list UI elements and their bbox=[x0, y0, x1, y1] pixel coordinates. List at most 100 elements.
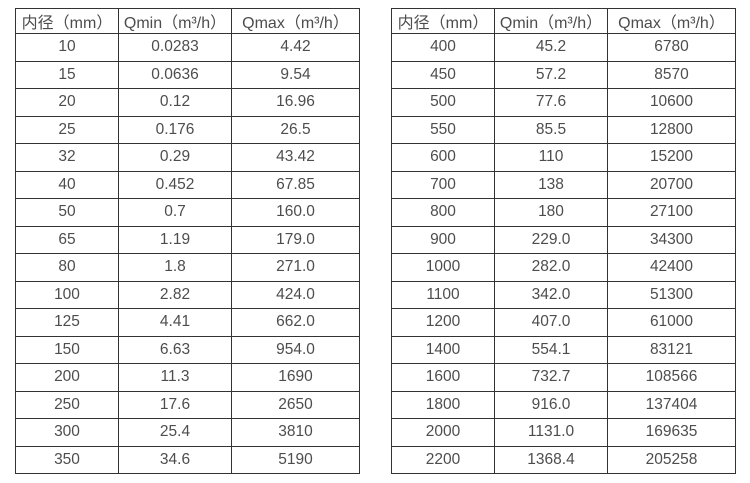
table-cell: 250 bbox=[15, 390, 119, 419]
header-qmin: Qmin（m³/h） bbox=[494, 8, 608, 34]
table-cell: 20700 bbox=[607, 170, 736, 199]
table-cell: 26.5 bbox=[231, 115, 360, 144]
table-cell: 108566 bbox=[607, 363, 736, 392]
table-cell: 1800 bbox=[391, 390, 495, 419]
table-cell: 0.452 bbox=[118, 170, 232, 199]
table-cell: 10600 bbox=[607, 88, 736, 117]
table-cell: 1690 bbox=[231, 363, 360, 392]
table-cell: 0.176 bbox=[118, 115, 232, 144]
table-cell: 40 bbox=[15, 170, 119, 199]
table-row: 32 0.29 43.42 bbox=[15, 143, 360, 172]
table-cell: 110 bbox=[494, 143, 608, 172]
table-row: 1600 732.7 108566 bbox=[391, 363, 736, 392]
table-cell: 65 bbox=[15, 225, 119, 254]
table-cell: 179.0 bbox=[231, 225, 360, 254]
table-cell: 32 bbox=[15, 143, 119, 172]
table-row: 250 17.6 2650 bbox=[15, 390, 360, 419]
table-cell: 85.5 bbox=[494, 115, 608, 144]
table-cell: 20 bbox=[15, 88, 119, 117]
table-cell: 4.41 bbox=[118, 308, 232, 337]
table-cell: 6780 bbox=[607, 33, 736, 62]
table-row: 550 85.5 12800 bbox=[391, 115, 736, 144]
table-row: 25 0.176 26.5 bbox=[15, 115, 360, 144]
table-cell: 5190 bbox=[231, 445, 360, 474]
table-cell: 11.3 bbox=[118, 363, 232, 392]
table-row: 800 180 27100 bbox=[391, 198, 736, 227]
table-row: 1100 342.0 51300 bbox=[391, 280, 736, 309]
table-cell: 229.0 bbox=[494, 225, 608, 254]
table-cell: 450 bbox=[391, 60, 495, 89]
table-cell: 50 bbox=[15, 198, 119, 227]
header-inner-diameter: 内径（mm） bbox=[391, 8, 495, 34]
table-row: 65 1.19 179.0 bbox=[15, 225, 360, 254]
table-cell: 27100 bbox=[607, 198, 736, 227]
table-cell: 125 bbox=[15, 308, 119, 337]
table-cell: 61000 bbox=[607, 308, 736, 337]
table-cell: 271.0 bbox=[231, 253, 360, 282]
table-cell: 900 bbox=[391, 225, 495, 254]
flow-table-large-diameters: 内径（mm） Qmin（m³/h） Qmax（m³/h） 400 45.2 6780… bbox=[391, 8, 736, 474]
table-cell: 1.8 bbox=[118, 253, 232, 282]
header-row: 内径（mm） Qmin（m³/h） Qmax（m³/h） bbox=[391, 8, 736, 34]
table-cell: 205258 bbox=[607, 445, 736, 474]
table-cell: 342.0 bbox=[494, 280, 608, 309]
table-cell: 554.1 bbox=[494, 335, 608, 364]
table-cell: 1400 bbox=[391, 335, 495, 364]
table-cell: 700 bbox=[391, 170, 495, 199]
table-cell: 916.0 bbox=[494, 390, 608, 419]
table-row: 80 1.8 271.0 bbox=[15, 253, 360, 282]
table-row: 15 0.0636 9.54 bbox=[15, 60, 360, 89]
table-cell: 8570 bbox=[607, 60, 736, 89]
table-row: 600 110 15200 bbox=[391, 143, 736, 172]
table-row: 50 0.7 160.0 bbox=[15, 198, 360, 227]
table-cell: 15200 bbox=[607, 143, 736, 172]
table-cell: 1.19 bbox=[118, 225, 232, 254]
table-cell: 0.12 bbox=[118, 88, 232, 117]
table-row: 20 0.12 16.96 bbox=[15, 88, 360, 117]
table-cell: 400 bbox=[391, 33, 495, 62]
table-cell: 282.0 bbox=[494, 253, 608, 282]
table-cell: 350 bbox=[15, 445, 119, 474]
table-cell: 0.29 bbox=[118, 143, 232, 172]
table-body: 400 45.2 6780 450 57.2 8570 500 77.6 10600 550 85.… bbox=[391, 33, 736, 474]
table-cell: 43.42 bbox=[231, 143, 360, 172]
table-cell: 1100 bbox=[391, 280, 495, 309]
table-cell: 150 bbox=[15, 335, 119, 364]
table-cell: 10 bbox=[15, 33, 119, 62]
table-cell: 137404 bbox=[607, 390, 736, 419]
table-row: 2200 1368.4 205258 bbox=[391, 445, 736, 474]
table-cell: 2650 bbox=[231, 390, 360, 419]
table-cell: 25.4 bbox=[118, 418, 232, 447]
table-cell: 34300 bbox=[607, 225, 736, 254]
table-cell: 3810 bbox=[231, 418, 360, 447]
table-cell: 100 bbox=[15, 280, 119, 309]
table-cell: 25 bbox=[15, 115, 119, 144]
table-row: 150 6.63 954.0 bbox=[15, 335, 360, 364]
table-cell: 2200 bbox=[391, 445, 495, 474]
table-cell: 0.7 bbox=[118, 198, 232, 227]
header-inner-diameter: 内径（mm） bbox=[15, 8, 119, 34]
table-cell: 67.85 bbox=[231, 170, 360, 199]
table-row: 100 2.82 424.0 bbox=[15, 280, 360, 309]
flow-table-small-diameters: 内径（mm） Qmin（m³/h） Qmax（m³/h） 10 0.0283 4.4… bbox=[15, 8, 360, 474]
table-row: 40 0.452 67.85 bbox=[15, 170, 360, 199]
table-cell: 2000 bbox=[391, 418, 495, 447]
table-row: 700 138 20700 bbox=[391, 170, 736, 199]
table-cell: 0.0636 bbox=[118, 60, 232, 89]
table-cell: 51300 bbox=[607, 280, 736, 309]
header-row: 内径（mm） Qmin（m³/h） Qmax（m³/h） bbox=[15, 8, 360, 34]
table-row: 1800 916.0 137404 bbox=[391, 390, 736, 419]
table-cell: 1600 bbox=[391, 363, 495, 392]
table-cell: 57.2 bbox=[494, 60, 608, 89]
table-cell: 550 bbox=[391, 115, 495, 144]
table-cell: 200 bbox=[15, 363, 119, 392]
table-cell: 1131.0 bbox=[494, 418, 608, 447]
table-cell: 77.6 bbox=[494, 88, 608, 117]
table-row: 500 77.6 10600 bbox=[391, 88, 736, 117]
table-cell: 12800 bbox=[607, 115, 736, 144]
table-row: 300 25.4 3810 bbox=[15, 418, 360, 447]
table-row: 200 11.3 1690 bbox=[15, 363, 360, 392]
table-row: 400 45.2 6780 bbox=[391, 33, 736, 62]
table-cell: 662.0 bbox=[231, 308, 360, 337]
table-row: 10 0.0283 4.42 bbox=[15, 33, 360, 62]
